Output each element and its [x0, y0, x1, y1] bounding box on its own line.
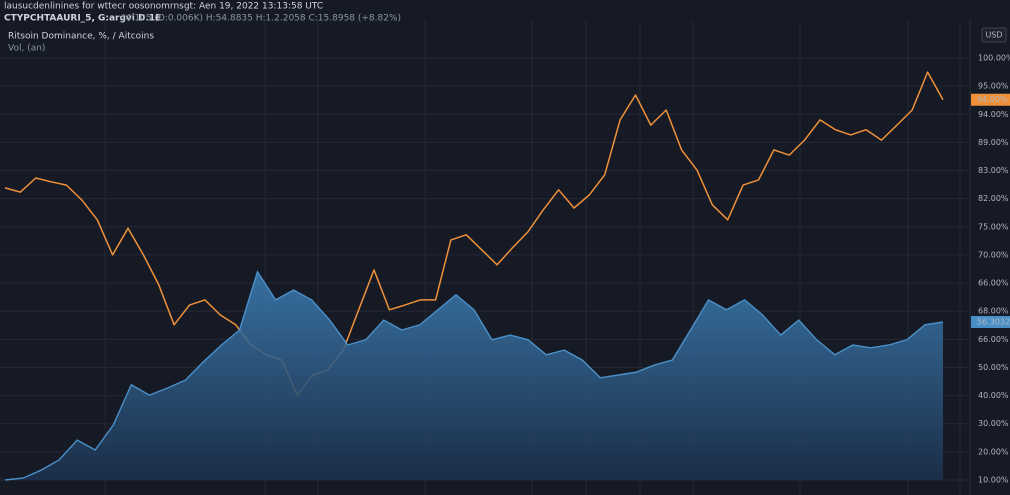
y-tick-label: 83.00%	[978, 166, 1009, 175]
area	[5, 271, 943, 480]
y-tick-label: 30.00%	[978, 419, 1009, 428]
y-tick-label: 89.00%	[978, 138, 1009, 147]
ohlc: 44.105 (D:0.006K) H:54.8835 H:1.2.2058 C…	[120, 14, 401, 24]
y-tick-label: 20.00%	[978, 447, 1009, 456]
y-axis: 100.00% 95.00% 94.00% 89.00% 83.00% 82.00% 75.…	[971, 54, 1010, 485]
last-value-label: 94.00%	[977, 95, 1008, 104]
plot	[4, 71, 944, 481]
y-tick-label: 82.00%	[978, 194, 1009, 203]
symbol: CTYPCHTAAURI_5, G:argvi D.1E	[4, 14, 161, 24]
y-tick-label: 100.00%	[978, 54, 1010, 63]
y-tick-label: 95.00%	[978, 82, 1009, 91]
y-tick-label: 40.00%	[978, 391, 1009, 400]
y-tick-label: 66.00%	[978, 335, 1009, 344]
y-tick-label: 50.00%	[978, 363, 1009, 372]
currency-box[interactable]	[981, 27, 1007, 43]
chart-subtitle: Vol, (an)	[8, 44, 45, 54]
header: lausucdenlinines for wttecr oosonomrnsgt…	[4, 2, 323, 12]
last-value-box	[971, 93, 1010, 106]
area-edge	[4, 270, 944, 481]
y-tick-label: 70.00%	[978, 250, 1009, 259]
currency[interactable]: USD	[985, 31, 1002, 40]
y-tick-label: 66.00%	[978, 279, 1009, 288]
last-value-label: 56.3032	[977, 317, 1010, 326]
y-tick-label: 68.00%	[978, 307, 1009, 316]
line	[4, 71, 944, 396]
y-tick-label: 75.00%	[978, 222, 1009, 231]
y-tick-label: 10.00%	[978, 476, 1009, 485]
y-tick-label: 94.00%	[978, 110, 1009, 119]
last-value-box	[971, 315, 1010, 328]
chart-title: Ritsoin Dominance, %, / Aitcoins	[8, 32, 154, 42]
